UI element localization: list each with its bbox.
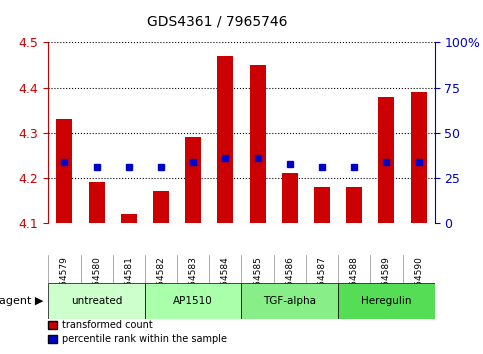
Text: GSM554585: GSM554585 (253, 256, 262, 311)
Text: transformed count: transformed count (62, 320, 153, 330)
Bar (250, 65, 266, 223)
Bar (411, 92, 426, 223)
Text: GSM554584: GSM554584 (221, 256, 230, 311)
Bar (217, 56, 233, 223)
Text: percentile rank within the sample: percentile rank within the sample (62, 334, 227, 344)
Bar (153, 192, 169, 223)
Text: Heregulin: Heregulin (361, 296, 412, 306)
Bar (346, 187, 362, 223)
Text: AP1510: AP1510 (173, 296, 213, 306)
Text: GSM554580: GSM554580 (92, 256, 101, 311)
Bar (314, 187, 330, 223)
Text: GSM554590: GSM554590 (414, 256, 423, 311)
Bar (185, 137, 201, 223)
Text: GSM554581: GSM554581 (124, 256, 133, 311)
Text: GSM554582: GSM554582 (156, 256, 166, 311)
Bar (121, 214, 137, 223)
Bar (282, 173, 298, 223)
FancyBboxPatch shape (242, 283, 338, 319)
Bar (378, 97, 395, 223)
Text: GDS4361 / 7965746: GDS4361 / 7965746 (147, 14, 287, 28)
Text: TGF-alpha: TGF-alpha (263, 296, 316, 306)
Text: GSM554586: GSM554586 (285, 256, 294, 311)
Text: GSM554588: GSM554588 (350, 256, 359, 311)
Text: agent ▶: agent ▶ (0, 296, 43, 306)
FancyBboxPatch shape (145, 283, 242, 319)
Bar (57, 119, 72, 223)
Text: GSM554583: GSM554583 (189, 256, 198, 311)
Text: untreated: untreated (71, 296, 122, 306)
Text: GSM554587: GSM554587 (317, 256, 327, 311)
Text: GSM554589: GSM554589 (382, 256, 391, 311)
FancyBboxPatch shape (48, 283, 145, 319)
FancyBboxPatch shape (338, 283, 435, 319)
Bar (88, 182, 105, 223)
Text: GSM554579: GSM554579 (60, 256, 69, 311)
